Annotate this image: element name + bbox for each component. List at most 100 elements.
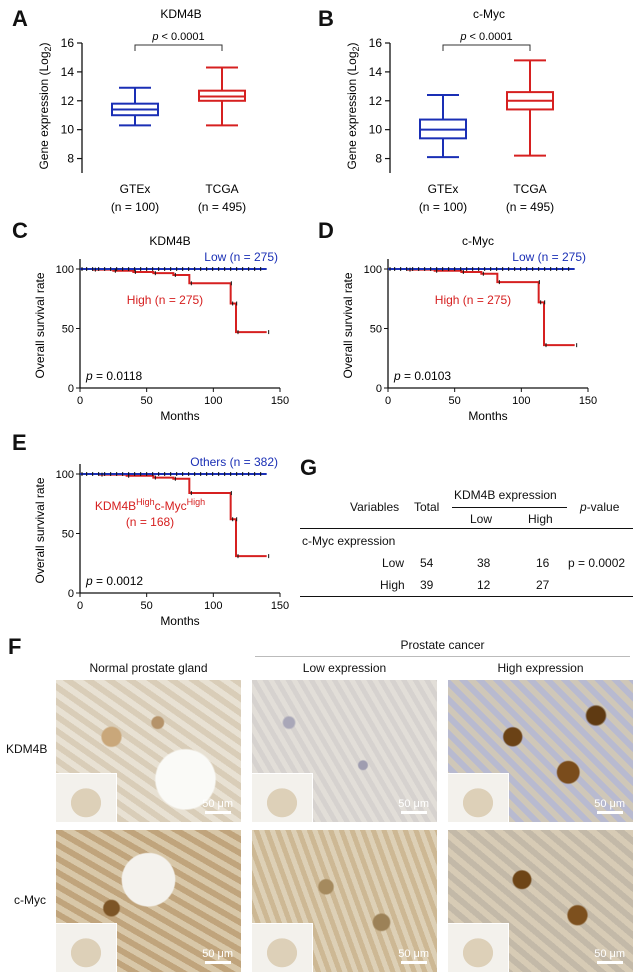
scale-bar-line bbox=[204, 811, 231, 814]
table-rule-bottom bbox=[300, 596, 633, 597]
table-row-pvalue: p = 0.0002 bbox=[568, 556, 626, 570]
ihc-inset-thumbnail bbox=[252, 923, 313, 972]
x-tick-label: 100 bbox=[512, 395, 530, 407]
survival-plot-c-myc: c-Myc 0 50 100 0 50 100 150 Months Overall surviv… bbox=[341, 234, 597, 423]
legend-high-label: High (n = 275) bbox=[127, 293, 203, 307]
table-header-group-rule bbox=[452, 507, 567, 508]
y-tick-label: 50 bbox=[370, 324, 382, 336]
x-axis-label: Months bbox=[160, 614, 199, 628]
table-rule-top bbox=[300, 528, 633, 529]
ihc-normal-c-myc: 50 μm bbox=[56, 830, 241, 972]
y-tick-label: 8 bbox=[67, 152, 74, 166]
x-tick-label: 0 bbox=[77, 395, 83, 407]
y-tick-label: 50 bbox=[62, 324, 74, 336]
x-tick-label: 150 bbox=[579, 395, 597, 407]
ihc-col-header-normal: Normal prostate gland bbox=[89, 661, 208, 675]
x-tick-label: 50 bbox=[141, 600, 153, 612]
table-row-low-total: 54 bbox=[420, 556, 434, 570]
significance-bracket bbox=[442, 44, 531, 51]
ihc-group-header: Prostate cancer bbox=[400, 638, 485, 652]
pvalue-annotation: p < 0.0001 bbox=[151, 31, 204, 43]
scale-bar: 50 μm bbox=[202, 798, 233, 814]
y-axis-label-subscript: 2 bbox=[43, 46, 53, 51]
y-tick-label: 50 bbox=[62, 529, 74, 541]
table-row-high-total: 39 bbox=[420, 578, 434, 592]
box-plot-title: c-Myc bbox=[473, 7, 505, 21]
y-tick-label: 16 bbox=[61, 36, 75, 50]
pvalue-italic: p bbox=[85, 574, 93, 588]
pvalue-text: = 0.0118 bbox=[93, 369, 143, 383]
scale-bar-label: 50 μm bbox=[594, 798, 625, 810]
ihc-group-rule bbox=[255, 656, 630, 657]
table-header-high: High bbox=[528, 512, 553, 526]
y-tick-label: 0 bbox=[68, 588, 74, 600]
pvalue-annotation: p = 0.0012 bbox=[85, 574, 143, 588]
scale-bar-line bbox=[596, 961, 623, 964]
table-header-pvalue: p-value bbox=[580, 500, 619, 514]
scale-bar-label: 50 μm bbox=[202, 798, 233, 810]
panel-letter-e: E bbox=[12, 430, 27, 455]
x-category-n: (n = 100) bbox=[111, 200, 159, 214]
x-tick-label: 50 bbox=[141, 395, 153, 407]
scale-bar-line bbox=[400, 961, 427, 964]
x-category-label: GTEx bbox=[120, 182, 151, 196]
pvalue-italic: p bbox=[459, 31, 466, 43]
scale-bar-label: 50 μm bbox=[202, 948, 233, 960]
y-tick-label: 100 bbox=[364, 264, 382, 276]
table-header-total: Total bbox=[414, 500, 440, 514]
legend-high-label-part: High bbox=[136, 497, 155, 507]
table-header-pvalue-italic: p bbox=[580, 500, 587, 514]
pvalue-annotation: p < 0.0001 bbox=[459, 31, 512, 43]
legend-high-label: High (n = 275) bbox=[435, 293, 511, 307]
y-axis-label: Overall survival rate bbox=[33, 272, 47, 378]
table-row-high-label: High bbox=[380, 578, 405, 592]
y-tick-label: 10 bbox=[369, 123, 383, 137]
ihc-inset-thumbnail bbox=[448, 923, 509, 972]
table-row-high-low: 12 bbox=[477, 578, 491, 592]
scale-bar: 50 μm bbox=[398, 948, 429, 964]
ihc-high-c-myc: 50 μm bbox=[448, 830, 633, 972]
y-axis-label: Overall survival rate bbox=[341, 272, 355, 378]
legend-high-label-part: KDM4B bbox=[95, 499, 136, 513]
panel-letter-c: C bbox=[12, 218, 28, 243]
table-header-low: Low bbox=[470, 512, 493, 526]
scale-bar-line bbox=[400, 811, 427, 814]
panel-letter-d: D bbox=[318, 218, 334, 243]
x-category-label: TCGA bbox=[513, 182, 546, 196]
y-axis-label: Overall survival rate bbox=[33, 477, 47, 583]
ihc-inset-thumbnail bbox=[448, 773, 509, 822]
legend-high-label: KDM4BHighc-MycHigh bbox=[95, 497, 205, 513]
legend-low-label: Low (n = 275) bbox=[204, 250, 278, 264]
scale-bar-label: 50 μm bbox=[398, 948, 429, 960]
x-tick-label: 100 bbox=[204, 395, 222, 407]
legend-high-label-part: c-Myc bbox=[155, 499, 187, 513]
table-header-pvalue-rest: -value bbox=[586, 500, 620, 514]
x-tick-label: 50 bbox=[449, 395, 461, 407]
box-plot-title: KDM4B bbox=[160, 7, 201, 21]
pvalue-italic: p bbox=[151, 31, 158, 43]
pvalue-text: = 0.0012 bbox=[93, 574, 144, 588]
table-row-low-low: 38 bbox=[477, 556, 491, 570]
y-tick-label: 100 bbox=[56, 264, 74, 276]
pvalue-annotation: p = 0.0118 bbox=[85, 369, 143, 383]
y-axis-label-main: Gene expression (Log bbox=[37, 51, 51, 169]
panel-letter-g: G bbox=[300, 455, 318, 480]
pvalue-italic: p bbox=[85, 369, 93, 383]
table-header-group: KDM4B expression bbox=[454, 488, 557, 502]
ihc-low-c-myc: 50 μm bbox=[252, 830, 437, 972]
x-category-n: (n = 495) bbox=[198, 200, 246, 214]
scale-bar-line bbox=[596, 811, 623, 814]
panel-letter-f: F bbox=[8, 634, 22, 659]
pvalue-text: < 0.0001 bbox=[158, 31, 204, 43]
box-plot-kdm4b: KDM4B 8 10 12 14 16 Gene expression (Log2) GTEx… bbox=[37, 7, 246, 214]
pvalue-italic: p bbox=[393, 369, 401, 383]
y-tick-label: 100 bbox=[56, 469, 74, 481]
y-axis-label-subscript: 2 bbox=[351, 46, 361, 51]
ihc-col-header-high: High expression bbox=[497, 661, 584, 675]
x-axis-label: Months bbox=[160, 409, 199, 423]
y-tick-label: 12 bbox=[369, 94, 383, 108]
survival-plot-kdm4b: KDM4B 0 50 100 0 50 100 150 Months Overall surviv… bbox=[33, 234, 289, 423]
significance-bracket bbox=[134, 44, 223, 51]
scale-bar: 50 μm bbox=[594, 798, 625, 814]
x-tick-label: 150 bbox=[271, 600, 289, 612]
